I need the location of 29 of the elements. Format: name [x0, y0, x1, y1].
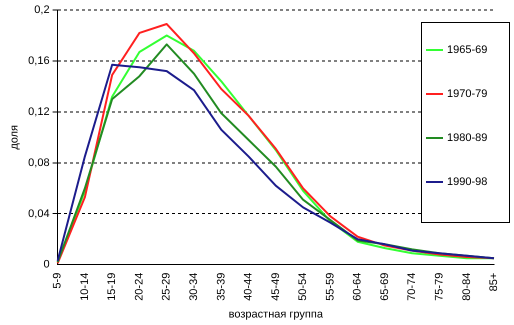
- y-tick-label: 0,2: [34, 4, 50, 16]
- x-tick-label: 10-14: [78, 272, 91, 301]
- legend-label: 1980-89: [447, 132, 488, 144]
- x-tick-label: 80-84: [460, 272, 473, 301]
- y-tick-label: 0,08: [28, 156, 50, 169]
- x-tick-label: 60-64: [352, 272, 364, 301]
- y-axis-title: доля: [8, 124, 21, 150]
- x-tick-label: 55-59: [324, 272, 336, 301]
- legend-label: 1965-69: [447, 44, 488, 56]
- x-tick-label: 75-79: [433, 272, 446, 301]
- y-tick-label: 0,16: [28, 54, 50, 67]
- x-tick-label: 35-39: [215, 272, 228, 301]
- x-tick-label: 15-19: [106, 272, 118, 301]
- x-tick-label: 65-69: [378, 272, 391, 301]
- x-axis-title: возрастная группа: [228, 308, 324, 320]
- x-tick-label: 25-29: [160, 272, 173, 301]
- y-tick-label: 0,04: [28, 208, 50, 220]
- x-tick-label: 50-54: [297, 272, 310, 301]
- x-tick-label: 5-9: [52, 272, 64, 289]
- x-tick-label: 70-74: [406, 272, 418, 301]
- y-tick-label: 0,12: [28, 106, 50, 118]
- x-tick-label: 45-49: [270, 272, 282, 301]
- legend-label: 1990-98: [447, 176, 488, 188]
- x-tick-label: 40-44: [242, 272, 255, 301]
- x-tick-label: 30-34: [188, 272, 200, 301]
- x-tick-label: 20-24: [133, 272, 146, 301]
- y-tick-label: 0: [43, 258, 50, 271]
- legend-label: 1970-79: [447, 88, 488, 100]
- x-tick-label: 85+: [488, 272, 500, 292]
